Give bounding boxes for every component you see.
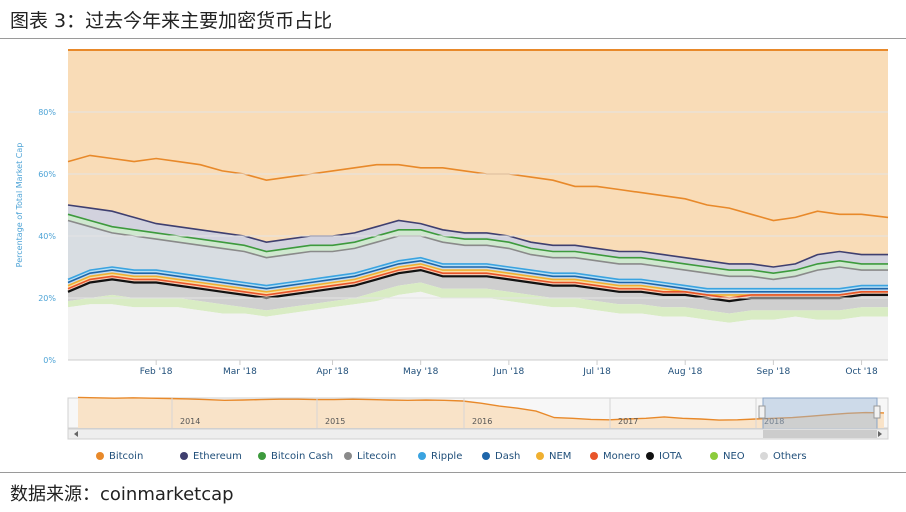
legend-marker: [96, 452, 104, 460]
navigator-line: [77, 396, 885, 421]
axes: 0% 20% 40% 60% 80% Percentage of Total Market…: [15, 108, 888, 377]
legend-marker: [646, 452, 654, 460]
legend-label: Others: [773, 451, 807, 462]
area-bitcoin: [68, 50, 888, 221]
navigator-label: 2017: [618, 417, 638, 426]
area-neo: [68, 282, 888, 323]
navigator-area: [78, 397, 884, 428]
legend-item-ripple[interactable]: Ripple: [418, 451, 462, 462]
series-line-ethereum: [67, 204, 888, 268]
legend-label: Bitcoin Cash: [271, 451, 334, 462]
legend-label: Bitcoin: [109, 451, 144, 462]
legend-marker: [710, 452, 718, 460]
y-axis-label: Percentage of Total Market Cap: [15, 143, 24, 268]
navigator-handle-right[interactable]: [873, 405, 881, 419]
area-others: [68, 291, 888, 360]
scrollbar-track[interactable]: [67, 428, 889, 440]
y-tick-label: 20%: [38, 294, 56, 303]
legend-item-bitcoin-cash[interactable]: Bitcoin Cash: [258, 451, 333, 462]
legend-item-nem[interactable]: NEM: [536, 451, 571, 462]
legend-item-neo[interactable]: NEO: [710, 451, 745, 462]
series-line-bitcoin: [67, 154, 889, 222]
x-tick-label: Apr '18: [316, 367, 349, 377]
series-line-dash: [67, 259, 888, 293]
x-tick-label: Oct '18: [845, 367, 878, 377]
plot-area: [67, 49, 889, 360]
series-line-iota: [67, 268, 888, 303]
y-tick-label: 60%: [38, 170, 56, 179]
x-tick-label: Mar '18: [223, 367, 257, 377]
y-tick-label: 0%: [43, 356, 56, 365]
area-iota: [68, 270, 888, 314]
series-line-litecoin: [67, 219, 888, 281]
scroll-left-icon[interactable]: [74, 431, 78, 437]
series-line-ripple: [67, 256, 888, 290]
legend-marker: [482, 452, 490, 460]
x-tick-label: Jun '18: [492, 367, 524, 377]
scrollbar-thumb[interactable]: [763, 430, 877, 438]
legend-item-dash[interactable]: Dash: [482, 451, 520, 462]
navigator-label: 2018: [764, 417, 784, 426]
legend-marker: [180, 452, 188, 460]
y-tick-label: 80%: [38, 108, 56, 117]
market-cap-chart: 0% 20% 40% 60% 80% Percentage of Total Market…: [15, 49, 889, 440]
navigator[interactable]: 2014 2015 2016 2017 2018: [67, 396, 889, 440]
scroll-right-icon[interactable]: [878, 431, 882, 437]
legend-marker: [344, 452, 352, 460]
navigator-label: 2016: [472, 417, 492, 426]
legend-marker: [258, 452, 266, 460]
legend-item-others[interactable]: Others: [760, 451, 807, 462]
legend-label: Litecoin: [357, 451, 397, 462]
legend-item-iota[interactable]: IOTA: [646, 451, 682, 462]
data-source: 数据来源：coinmarketcap: [10, 484, 234, 505]
legend-label: Dash: [495, 451, 521, 462]
legend-label: NEM: [549, 451, 572, 462]
series-line-bitcoin-cash: [67, 213, 888, 275]
y-tick-label: 40%: [38, 232, 56, 241]
series-line-monero: [67, 266, 888, 299]
legend-label: Monero: [603, 451, 641, 462]
chart-legend: Bitcoin Ethereum Bitcoin Cash Litecoin Rippl…: [96, 451, 896, 467]
bottom-rule: [0, 472, 906, 473]
x-tick-label: Aug '18: [668, 367, 703, 377]
navigator-label: 2014: [180, 417, 200, 426]
figure-title: 图表 3：过去今年来主要加密货币占比: [10, 10, 333, 32]
legend-label: Ripple: [431, 451, 463, 462]
legend-item-bitcoin[interactable]: Bitcoin: [96, 451, 143, 462]
legend-label: NEO: [723, 451, 745, 462]
legend-label: IOTA: [659, 451, 682, 462]
x-tick-label: Jul '18: [582, 367, 611, 377]
legend-item-litecoin[interactable]: Litecoin: [344, 451, 396, 462]
legend-marker: [536, 452, 544, 460]
legend-item-ethereum[interactable]: Ethereum: [180, 451, 242, 462]
legend-marker: [418, 452, 426, 460]
x-tick-label: Sep '18: [757, 367, 791, 377]
legend-label: Ethereum: [193, 451, 242, 462]
x-tick-label: May '18: [403, 367, 439, 377]
top-rule: [0, 38, 906, 39]
legend-item-monero[interactable]: Monero: [590, 451, 640, 462]
area-litecoin: [68, 220, 888, 289]
area-bitcoin: [68, 155, 888, 267]
legend-marker: [760, 452, 768, 460]
x-tick-label: Feb '18: [140, 367, 173, 377]
navigator-handle-left[interactable]: [758, 405, 766, 419]
navigator-label: 2015: [325, 417, 345, 426]
legend-marker: [590, 452, 598, 460]
